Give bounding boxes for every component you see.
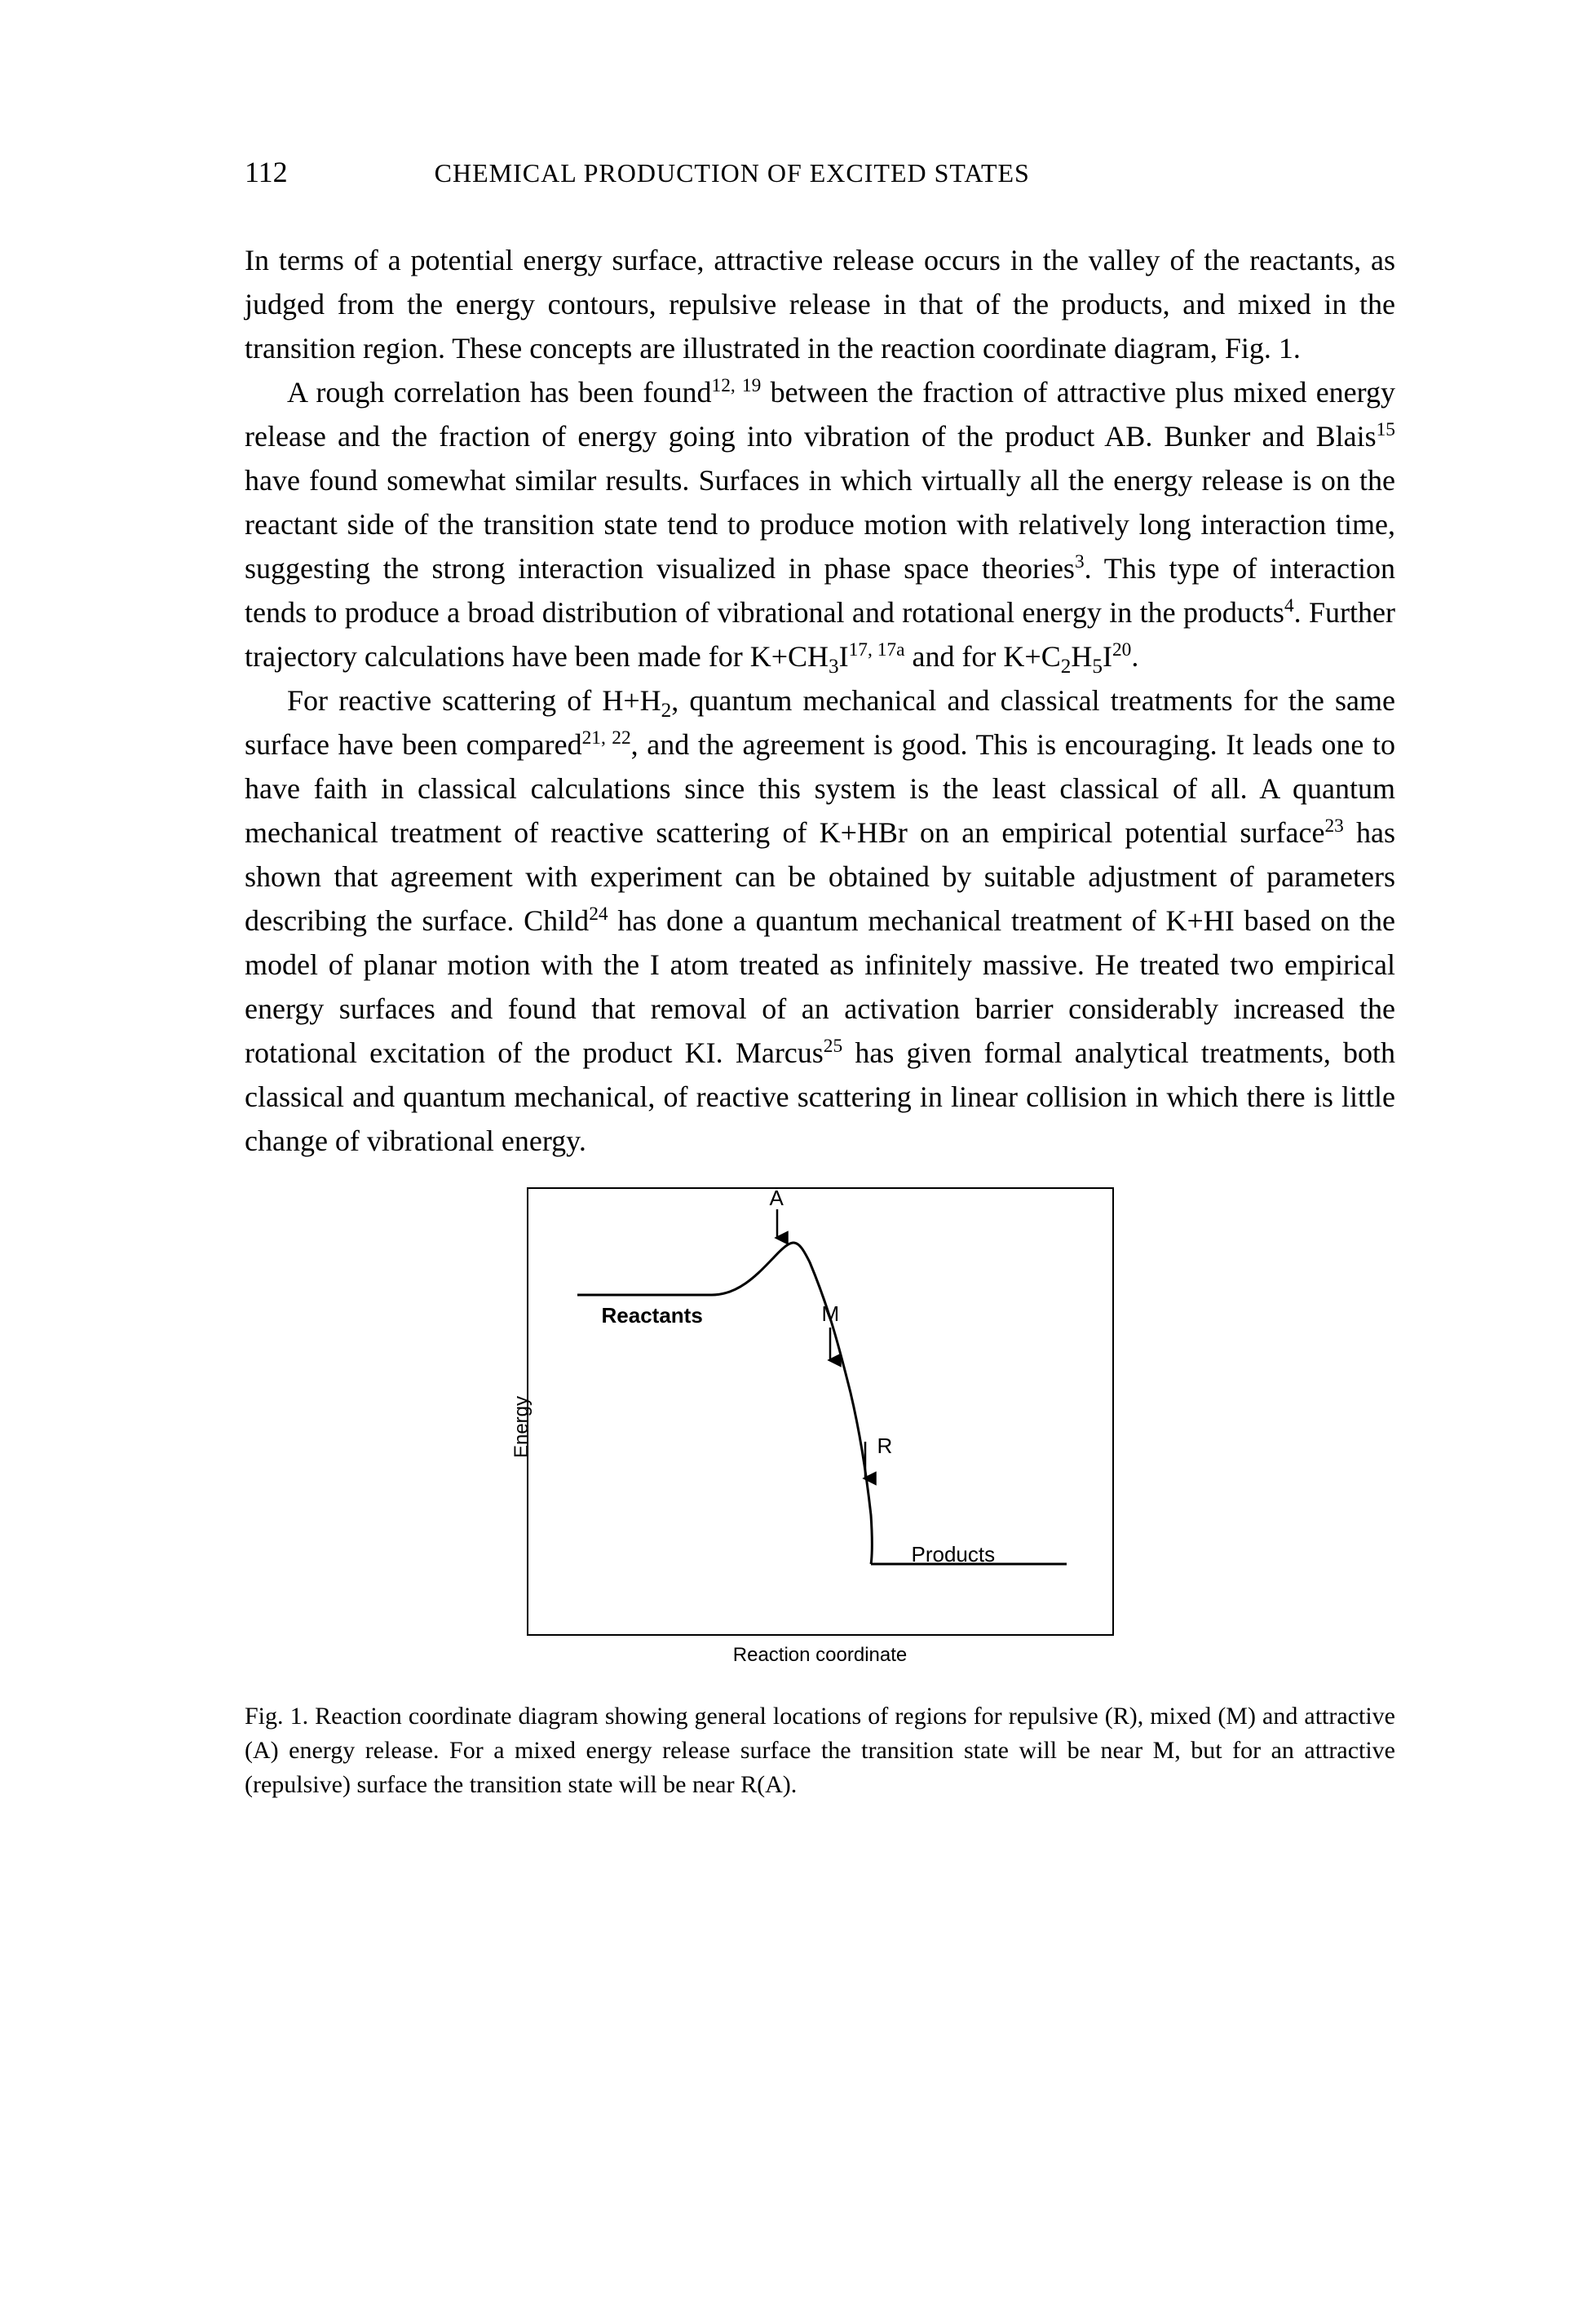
text: A rough correlation has been found [287,376,712,409]
paragraph-1: In terms of a potential energy surface, … [245,238,1395,370]
citation-sup: 20 [1112,639,1131,661]
text: I [839,640,849,673]
x-axis-label: Reaction coordinate [527,1644,1114,1667]
formula-sub: 5 [1092,656,1103,678]
reaction-curve-svg [528,1189,1111,1633]
formula-sub: 2 [661,700,672,722]
label-products: Products [912,1542,996,1567]
citation-sup: 21, 22 [582,727,631,749]
body-text: In terms of a potential energy surface, … [245,238,1395,1163]
label-a: A [770,1186,784,1211]
chapter-title: CHEMICAL PRODUCTION OF EXCITED STATES [435,158,1030,188]
text: H [1071,640,1092,673]
text: For reactive scattering of H+H [287,684,661,717]
page: 112 CHEMICAL PRODUCTION OF EXCITED STATE… [0,0,1591,2324]
plot-box: A M R Reactants Products [527,1187,1114,1636]
text: I [1103,640,1112,673]
label-r: R [877,1434,893,1459]
citation-sup: 25 [824,1036,842,1057]
citation-sup: 17, 17a [849,639,905,661]
figure-1: Energy A M R R [245,1187,1395,1802]
energy-curve [712,1243,872,1564]
page-header: 112 CHEMICAL PRODUCTION OF EXCITED STATE… [245,155,1395,189]
citation-sup: 3 [1075,551,1085,572]
page-number: 112 [245,155,288,189]
figure-inner: Energy A M R R [527,1187,1114,1667]
text: . [1131,640,1138,673]
citation-sup: 15 [1377,419,1395,440]
citation-sup: 24 [589,904,608,925]
label-m: M [822,1301,840,1327]
formula-sub: 3 [829,656,839,678]
label-reactants: Reactants [602,1303,703,1328]
paragraph-3: For reactive scattering of H+H2, quantum… [245,678,1395,1163]
figure-caption: Fig. 1. Reaction coordinate diagram show… [245,1699,1395,1802]
paragraph-2: A rough correlation has been found12, 19… [245,370,1395,678]
text: and for K+C [904,640,1060,673]
citation-sup: 4 [1284,595,1294,616]
formula-sub: 2 [1061,656,1072,678]
citation-sup: 12, 19 [712,375,762,396]
citation-sup: 23 [1324,815,1343,837]
